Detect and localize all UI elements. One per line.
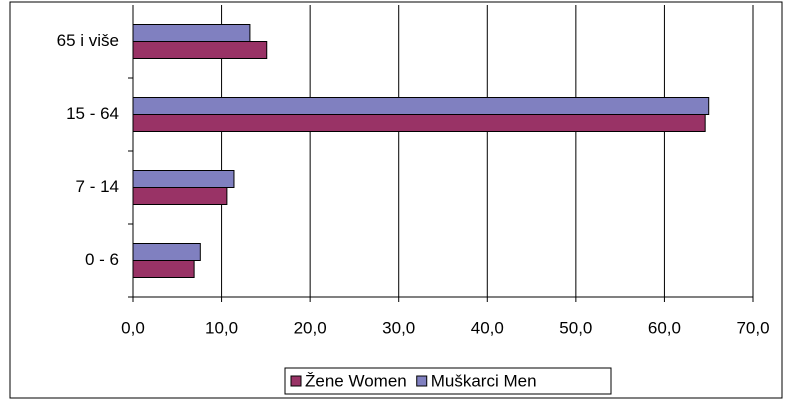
y-tick-label: 7 - 14 xyxy=(76,177,119,196)
legend-swatch xyxy=(290,375,302,387)
x-tick-label: 0,0 xyxy=(121,318,145,337)
bar xyxy=(132,41,268,59)
bar xyxy=(132,114,706,132)
x-tick-label: 10,0 xyxy=(205,318,238,337)
legend-swatch xyxy=(416,375,428,387)
legend-label: Žene Women xyxy=(305,371,407,390)
bar xyxy=(132,260,195,278)
bar xyxy=(132,97,710,115)
bar xyxy=(132,170,235,188)
y-tick-label: 65 i više xyxy=(57,31,119,50)
x-tick-label: 70,0 xyxy=(736,318,769,337)
y-tick-label: 0 - 6 xyxy=(85,250,119,269)
x-tick-label: 30,0 xyxy=(382,318,415,337)
x-tick-label: 40,0 xyxy=(471,318,504,337)
x-tick-label: 20,0 xyxy=(294,318,327,337)
bar xyxy=(132,187,228,205)
x-tick-label: 60,0 xyxy=(648,318,681,337)
legend-label: Muškarci Men xyxy=(431,371,537,390)
bar xyxy=(132,24,251,42)
bar xyxy=(132,243,201,261)
chart-frame xyxy=(9,1,783,399)
x-tick-label: 50,0 xyxy=(559,318,592,337)
legend-box xyxy=(284,367,612,395)
y-tick-label: 15 - 64 xyxy=(66,104,119,123)
